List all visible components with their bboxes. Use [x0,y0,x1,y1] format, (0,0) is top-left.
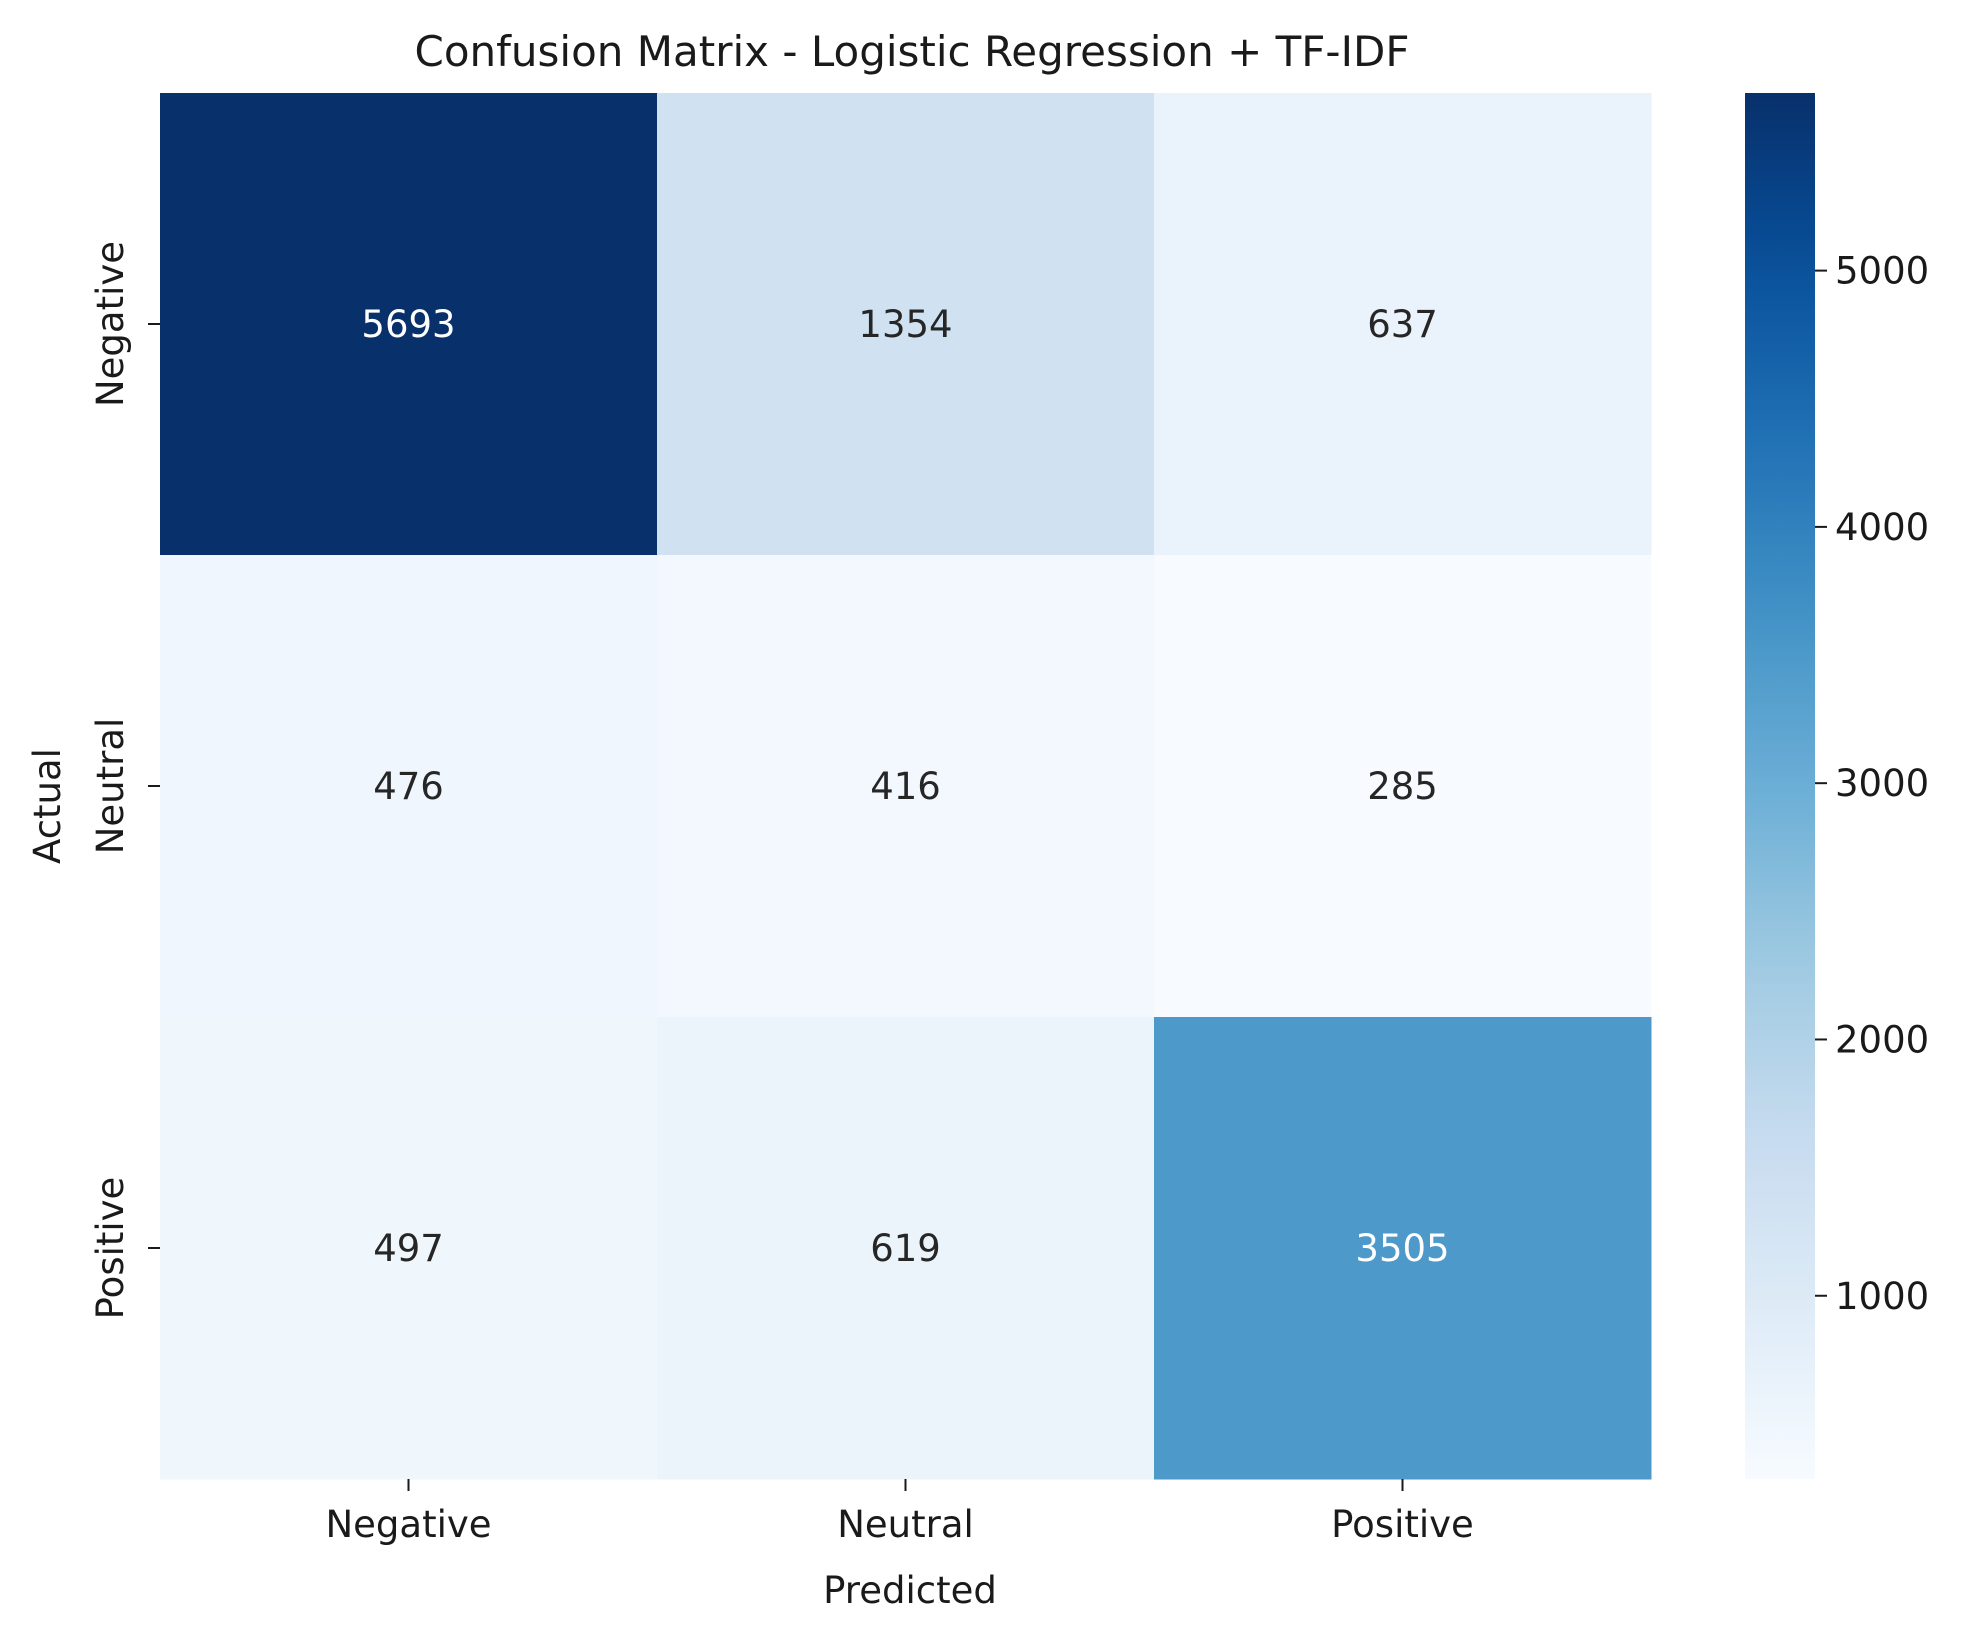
colorbar-tick-label-3: 4000 [1835,506,1929,549]
heatmap-cell-labels: 5693 1354 637 476 416 285 497 619 3505 [361,303,1449,1270]
cell-value-1-1: 416 [870,765,941,808]
y-tick-label-1: Neutral [89,718,132,855]
cell-2-1 [657,1017,1155,1480]
colorbar-tick-label-2: 3000 [1835,762,1929,805]
y-tick-label-2: Positive [89,1177,132,1320]
cell-value-1-0: 476 [373,765,444,808]
x-tick-label-0: Negative [325,1503,491,1546]
cell-2-0 [160,1017,658,1480]
colorbar-tick-label-1: 2000 [1835,1018,1929,1061]
cell-value-0-1: 1354 [858,303,952,346]
x-tick-label-1: Neutral [837,1503,974,1546]
cell-1-1 [657,555,1155,1018]
y-axis-label: Actual [26,748,69,864]
cell-value-0-2: 637 [1367,303,1438,346]
y-tick-label-0: Negative [89,241,132,407]
cell-0-0 [160,93,658,556]
colorbar-tick-label-4: 5000 [1835,250,1929,293]
y-axis: Negative Neutral Positive [89,241,160,1319]
cell-2-2 [1154,1017,1652,1480]
x-axis: Negative Neutral Positive [325,1479,1474,1546]
cell-1-0 [160,555,658,1018]
cell-value-2-0: 497 [373,1227,444,1270]
cell-value-0-0: 5693 [361,303,455,346]
colorbar-tick-label-0: 1000 [1835,1275,1929,1318]
colorbar-ticks: 1000 2000 3000 4000 5000 [1815,250,1929,1318]
cell-value-1-2: 285 [1367,765,1438,808]
cell-1-2 [1154,555,1652,1018]
cell-0-1 [657,93,1155,556]
cell-0-2 [1154,93,1652,556]
colorbar [1745,93,1815,1479]
cell-value-2-2: 3505 [1355,1227,1449,1270]
chart-title: Confusion Matrix - Logistic Regression +… [415,27,1410,76]
x-axis-label: Predicted [823,1569,997,1612]
heatmap-cells [160,93,1652,1480]
x-tick-label-2: Positive [1331,1503,1474,1546]
cell-value-2-1: 619 [870,1227,941,1270]
